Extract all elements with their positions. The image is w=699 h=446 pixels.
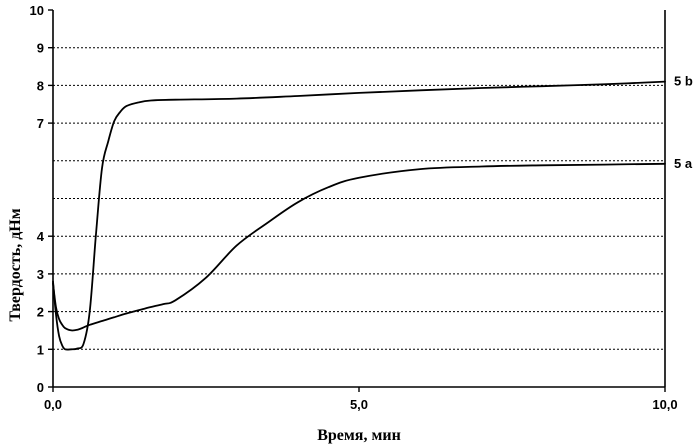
y-axis-title: Твердость, дНм — [7, 208, 24, 321]
series-layer: 5 b 5 a — [53, 74, 693, 350]
y-tick-label: 4 — [37, 229, 45, 244]
y-tick-label: 8 — [37, 78, 44, 93]
y-tick-label: 0 — [37, 380, 44, 395]
x-axis-title: Время, мин — [317, 427, 401, 444]
ticks-layer: 0 1 2 3 4 7 8 9 10 0,0 5,0 10,0 — [30, 3, 678, 412]
y-tick-label: 10 — [30, 3, 44, 18]
y-tick-label: 9 — [37, 41, 44, 56]
x-tick-label: 10,0 — [652, 397, 677, 412]
y-tick-label: 3 — [37, 267, 44, 282]
x-tick-label: 0,0 — [44, 397, 62, 412]
x-tick-label: 5,0 — [350, 397, 368, 412]
series-label-5a: 5 a — [674, 156, 693, 171]
series-label-5b: 5 b — [674, 74, 693, 89]
y-tick-label: 7 — [37, 116, 44, 131]
labels-layer: Время, мин Твердость, дНм — [7, 208, 401, 444]
y-tick-label: 2 — [37, 305, 44, 320]
series-line-5a — [53, 164, 665, 331]
y-tick-label: 1 — [37, 342, 44, 357]
